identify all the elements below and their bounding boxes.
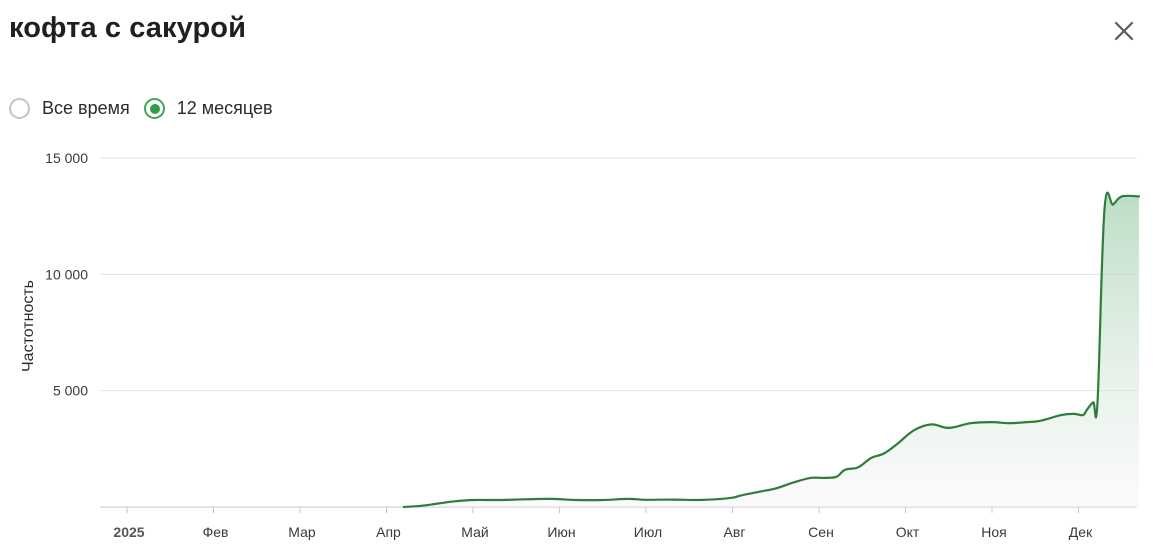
- x-tick-label: Апр: [376, 524, 401, 540]
- series-line: [402, 191, 1141, 509]
- x-tick-label: Ноя: [981, 524, 1006, 540]
- data-point: [602, 499, 604, 501]
- data-point: [844, 469, 846, 471]
- x-axis: 2025 Фев Мар Апр Май Июн Июл Авг Сен Окт Ноя Дек: [100, 506, 1137, 540]
- data-point: [913, 429, 915, 431]
- page-title: кофта с сакурой: [9, 12, 247, 44]
- data-point: [697, 499, 699, 501]
- radio-12-months-circle[interactable]: [143, 98, 165, 119]
- data-point: [628, 498, 630, 500]
- y-axis-ticks: 5 000 10 000 15 000: [45, 150, 88, 399]
- data-point: [472, 499, 474, 501]
- data-point: [524, 498, 526, 500]
- data-point: [740, 494, 742, 496]
- data-point: [1096, 401, 1098, 403]
- data-point: [550, 498, 552, 500]
- x-tick-label: Окт: [896, 524, 920, 540]
- x-tick-label: Авг: [724, 524, 746, 540]
- data-point: [883, 452, 885, 454]
- data-point: [731, 497, 733, 499]
- y-tick-label: 15 000: [45, 150, 88, 166]
- series-area: [403, 192, 1139, 507]
- data-point: [498, 499, 500, 501]
- data-point: [1103, 208, 1105, 210]
- data-point: [835, 476, 837, 478]
- x-tick-label: Июл: [634, 524, 662, 540]
- data-point: [1082, 414, 1084, 416]
- data-point: [930, 423, 932, 425]
- data-point: [403, 506, 405, 508]
- radio-selected-dot: [149, 104, 160, 114]
- grid-layer: [100, 157, 1137, 392]
- data-point: [1073, 413, 1075, 415]
- line-layer: [402, 191, 1141, 509]
- area-layer: [403, 192, 1139, 507]
- radio-all-time[interactable]: Все время: [9, 98, 130, 119]
- x-tick-label: Май: [461, 524, 488, 540]
- y-tick-label: 10 000: [45, 266, 88, 282]
- x-tick-label: 2025: [113, 524, 144, 540]
- data-point: [1038, 420, 1040, 422]
- data-point: [1092, 401, 1094, 403]
- y-axis-label: Частотность: [20, 280, 37, 372]
- data-point: [1025, 421, 1027, 423]
- data-point: [671, 498, 673, 500]
- data-point: [896, 443, 898, 445]
- data-point: [775, 487, 777, 489]
- data-point: [792, 481, 794, 483]
- data-point: [809, 477, 811, 479]
- x-tick-label: Июн: [547, 524, 575, 540]
- data-point: [437, 502, 439, 504]
- close-button[interactable]: [1109, 16, 1139, 46]
- radio-12-months-label: 12 месяцев: [176, 98, 273, 118]
- data-point: [1121, 195, 1123, 197]
- data-point: [714, 498, 716, 500]
- data-point: [870, 457, 872, 459]
- radio-all-time-label: Все время: [42, 98, 130, 118]
- data-point: [857, 466, 859, 468]
- data-point: [948, 427, 950, 429]
- data-point: [822, 477, 824, 479]
- y-tick-label: 5 000: [53, 383, 88, 399]
- data-point: [969, 422, 971, 424]
- close-icon: [1114, 21, 1134, 41]
- data-point: [645, 499, 647, 501]
- data-point: [576, 499, 578, 501]
- data-point: [1060, 414, 1062, 416]
- x-tick-label: Дек: [1069, 524, 1093, 540]
- data-point: [1138, 195, 1140, 197]
- x-tick-label: Фев: [203, 524, 229, 540]
- data-point: [420, 505, 422, 507]
- period-radio-group: Все время 12 месяцев: [9, 95, 273, 122]
- data-point: [1086, 408, 1088, 410]
- data-point: [757, 491, 759, 493]
- data-point: [1112, 203, 1114, 205]
- data-point: [991, 421, 993, 423]
- data-point: [1008, 422, 1010, 424]
- x-tick-label: Мар: [288, 524, 316, 540]
- x-tick-label: Сен: [808, 524, 834, 540]
- radio-12-months[interactable]: 12 месяцев: [143, 98, 273, 119]
- radio-all-time-circle[interactable]: [9, 98, 30, 119]
- data-point: [455, 500, 457, 502]
